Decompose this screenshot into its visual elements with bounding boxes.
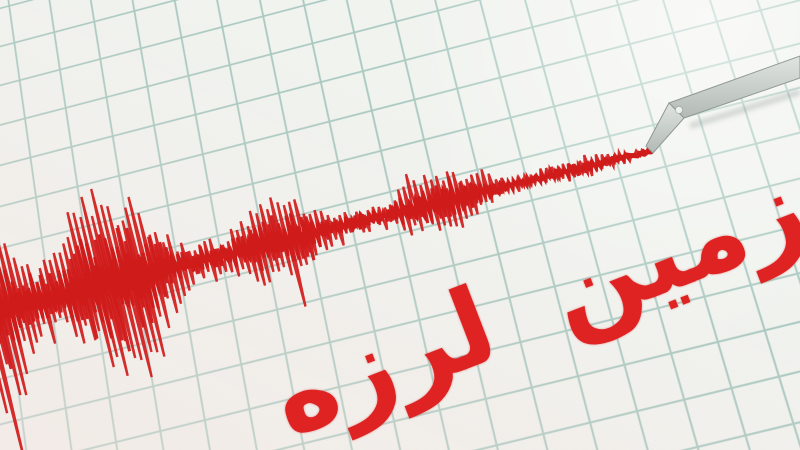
stylus-pivot-hole [674,105,684,115]
stylus-arm [668,55,800,119]
